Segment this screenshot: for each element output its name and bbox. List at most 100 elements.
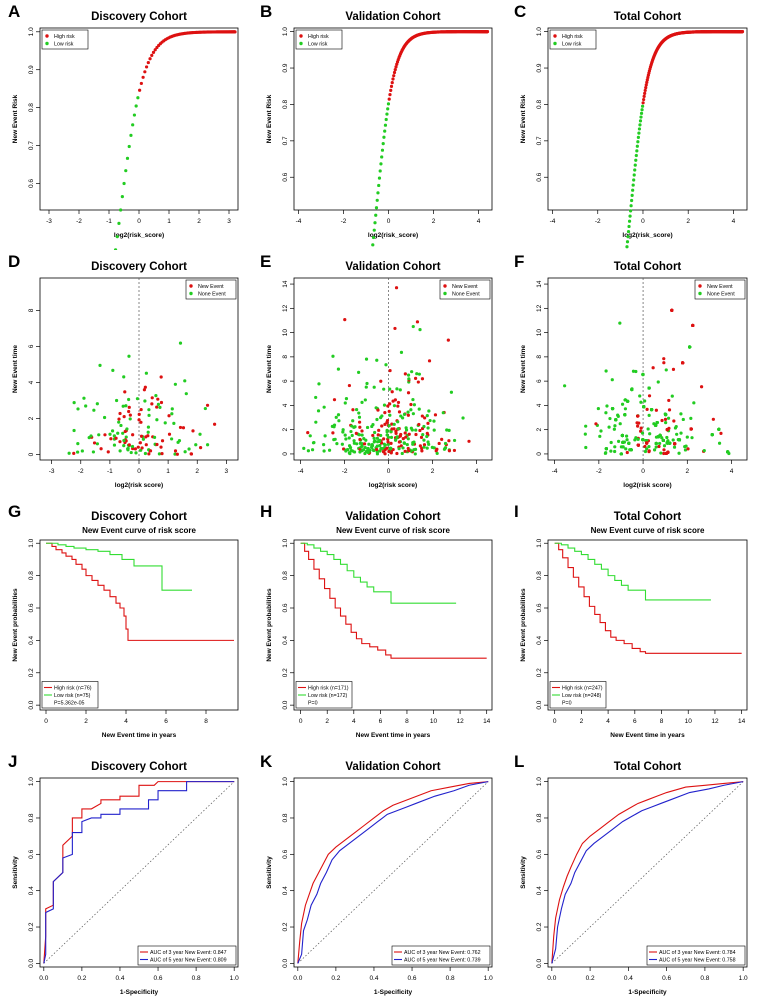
high-risk-point xyxy=(141,75,145,79)
new-event-point xyxy=(137,418,141,422)
none-event-point xyxy=(327,448,332,452)
none-event-point xyxy=(649,408,654,412)
none-event-point xyxy=(121,404,125,408)
new-event-point xyxy=(420,414,424,418)
none-event-point xyxy=(156,402,161,406)
low-risk-point xyxy=(113,248,118,250)
new-event-point xyxy=(148,449,153,453)
none-event-point xyxy=(76,442,80,446)
y-tick-label: 0.2 xyxy=(28,668,35,677)
panel-b: Validation Cohort -4 -2 0 2 4 0.6 0.7 0.8 0.9 1.0 l… xyxy=(254,0,508,250)
new-event-point xyxy=(386,404,390,408)
plot-frame xyxy=(293,539,493,711)
high-risk-point xyxy=(740,30,745,34)
survival-line-1 xyxy=(554,542,742,654)
new-event-point xyxy=(423,416,427,420)
low-risk-point xyxy=(378,169,382,173)
x-tick-label: 10 xyxy=(430,718,438,725)
y-tick-label: 0 xyxy=(282,452,289,456)
none-event-point xyxy=(620,402,625,406)
none-event-point xyxy=(664,368,668,372)
none-event-point xyxy=(147,413,151,417)
none-event-point xyxy=(370,445,374,450)
x-tick-label: 14 xyxy=(483,718,491,725)
none-event-point xyxy=(618,422,622,426)
none-event-point xyxy=(623,398,627,402)
none-event-point xyxy=(146,425,151,429)
legend-entry: P=0 xyxy=(562,701,572,707)
high-risk-point xyxy=(645,78,649,82)
none-event-point xyxy=(411,441,415,445)
chart-j: Discovery Cohort 0.0 0.2 0.4 0.6 0.8 1.0 0.0 0.2… xyxy=(12,761,239,996)
legend-entry: P=5.362e-05 xyxy=(54,701,85,707)
plot-frame xyxy=(547,27,748,211)
new-event-point xyxy=(404,435,408,439)
none-event-point xyxy=(360,433,364,437)
none-event-point xyxy=(323,434,327,438)
new-event-point xyxy=(657,444,661,449)
y-axis-label: New Event probabilities xyxy=(266,588,273,662)
y-tick-label: 0.4 xyxy=(28,886,35,895)
none-event-point xyxy=(641,372,645,377)
legend-entry: AUC of 3 year New Event: 0.762 xyxy=(404,950,481,956)
y-tick-label: 4 xyxy=(28,380,35,384)
legend-entry: AUC of 5 year New Event: 0.758 xyxy=(659,958,736,964)
none-event-point xyxy=(596,406,600,411)
none-event-point xyxy=(395,435,399,439)
new-event-point xyxy=(155,405,159,409)
none-event-point xyxy=(373,430,377,435)
x-tick-label: 0.0 xyxy=(39,975,48,982)
y-tick-label: 6 xyxy=(536,379,543,383)
plot-marks xyxy=(371,30,490,247)
new-event-point xyxy=(393,326,397,331)
none-event-point xyxy=(402,441,406,445)
none-event-point xyxy=(122,375,126,379)
none-event-point xyxy=(624,447,628,451)
high-risk-point xyxy=(390,81,394,85)
none-event-point xyxy=(386,442,390,446)
survival-line-2 xyxy=(554,542,711,601)
low-risk-point xyxy=(129,133,133,137)
y-tick-label: 0.8 xyxy=(536,571,543,580)
new-event-point xyxy=(382,437,386,441)
y-tick-label: 6 xyxy=(282,379,289,383)
none-event-point xyxy=(702,448,706,453)
new-event-point xyxy=(418,428,422,433)
y-tick-label: 0.8 xyxy=(536,100,543,109)
low-risk-point xyxy=(634,153,638,158)
none-event-point xyxy=(183,379,187,383)
panel-letter: J xyxy=(8,752,18,771)
none-event-point xyxy=(130,444,135,449)
panel-letter: A xyxy=(8,2,21,21)
panel-j: Discovery Cohort 0.0 0.2 0.4 0.6 0.8 1.0 0.0 0.2… xyxy=(0,750,254,1007)
new-event-point xyxy=(173,449,178,453)
low-risk-point xyxy=(637,131,641,135)
none-event-point xyxy=(108,432,112,436)
none-event-point xyxy=(400,451,404,456)
none-event-point xyxy=(321,443,326,447)
legend-entry: High risk (n=171) xyxy=(308,686,349,692)
none-event-point xyxy=(642,405,646,409)
none-event-point xyxy=(351,419,355,423)
none-event-point xyxy=(422,445,426,449)
low-risk-point xyxy=(386,107,390,111)
panel-a: Discovery Cohort -3 -2 -1 0 1 2 3 0.6 0.7 0.8 0.9 1.… xyxy=(0,0,254,250)
low-risk-point xyxy=(383,123,388,127)
x-tick-label: 0.8 xyxy=(700,975,709,982)
new-event-point xyxy=(389,441,393,445)
none-event-point xyxy=(395,387,399,391)
y-tick-label: 0.7 xyxy=(28,141,35,150)
y-tick-label: 0.6 xyxy=(282,172,289,181)
y-tick-label: 0.8 xyxy=(28,571,35,580)
none-event-point xyxy=(341,428,345,432)
none-event-point xyxy=(72,428,76,433)
x-tick-label: 0.6 xyxy=(154,975,163,982)
none-event-point xyxy=(111,368,115,372)
none-event-point xyxy=(619,452,623,456)
none-event-point xyxy=(203,406,207,411)
plot-marks xyxy=(554,542,742,654)
new-event-point xyxy=(394,286,399,290)
y-tick-label: 0.7 xyxy=(282,136,289,145)
high-risk-point xyxy=(645,80,649,84)
none-event-point xyxy=(655,420,659,425)
